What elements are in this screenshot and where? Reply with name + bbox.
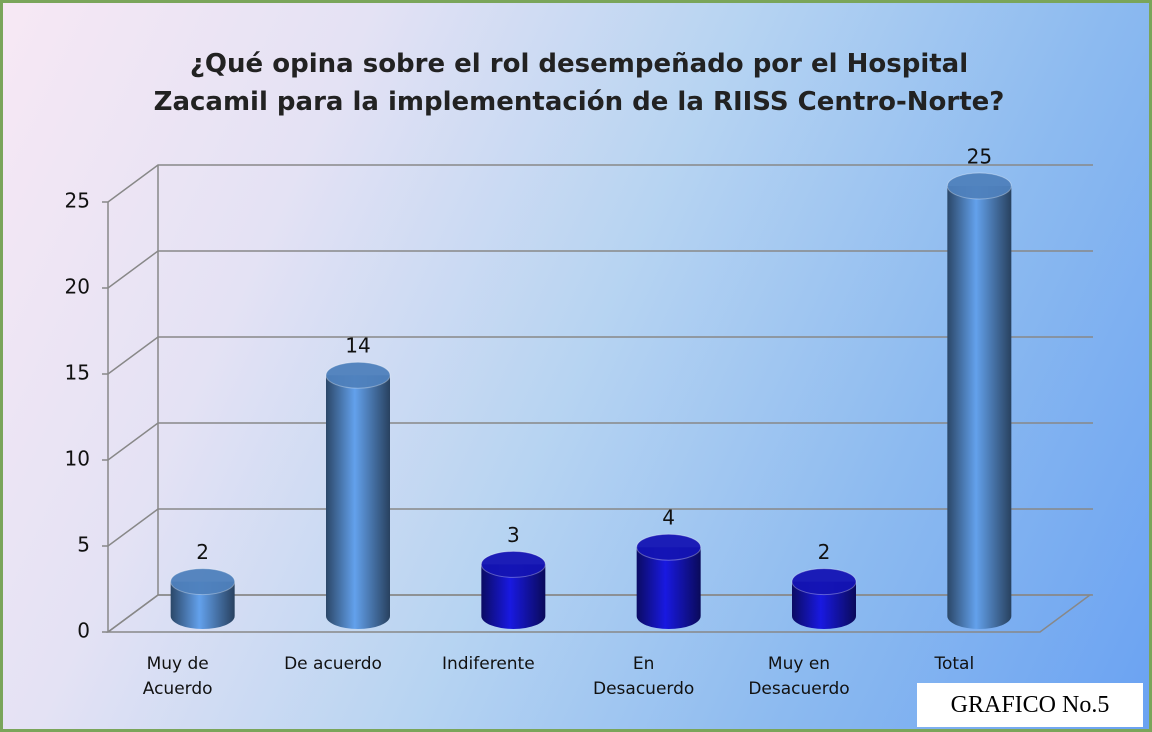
bar-top [636, 533, 702, 561]
value-label: 2 [196, 540, 209, 564]
x-tick-label: Muy de Acuerdo [142, 654, 213, 699]
bar [792, 581, 856, 629]
x-tick-label: Indiferente [441, 654, 535, 674]
value-label: 2 [818, 540, 831, 564]
bar-top [946, 172, 1012, 200]
y-tick-label: 20 [65, 275, 90, 299]
x-tick-label: De acuerdo [284, 654, 382, 674]
y-tick-label: 5 [77, 533, 90, 557]
annotation: GRAFICO No.5 [917, 683, 1143, 727]
bar-top [170, 568, 236, 596]
bar-top [791, 568, 857, 596]
bar [947, 186, 1012, 629]
y-tick-label: 0 [77, 619, 90, 643]
y-tick-label: 10 [65, 447, 90, 471]
grid-line [102, 508, 1093, 547]
chart-title: ¿Qué opina sobre el rol desempeñado por … [153, 49, 1005, 117]
bar [326, 375, 390, 629]
grid-line [102, 250, 1093, 289]
bar-top [325, 361, 391, 389]
grid-line [102, 336, 1093, 375]
x-tick-label: En Desacuerdo [593, 654, 695, 699]
x-tick-label: Muy en Desacuerdo [748, 654, 850, 699]
bar-top [480, 550, 546, 578]
bar [481, 564, 546, 629]
y-tick-label: 15 [65, 361, 90, 385]
grid-line [102, 594, 1093, 633]
value-label: 14 [345, 334, 370, 358]
bar [170, 581, 235, 629]
chart: 0 5 10 15 20 25 2 14 3 4 2 25 [65, 145, 1093, 643]
grid-line [102, 164, 1093, 203]
grid-line [102, 422, 1093, 461]
value-label: 3 [507, 523, 520, 547]
bar [636, 547, 701, 629]
floor [105, 594, 1093, 633]
x-tick-label: Total [934, 654, 975, 674]
value-label: 4 [662, 506, 675, 530]
value-label: 25 [967, 145, 992, 169]
y-tick-label: 25 [65, 189, 90, 213]
